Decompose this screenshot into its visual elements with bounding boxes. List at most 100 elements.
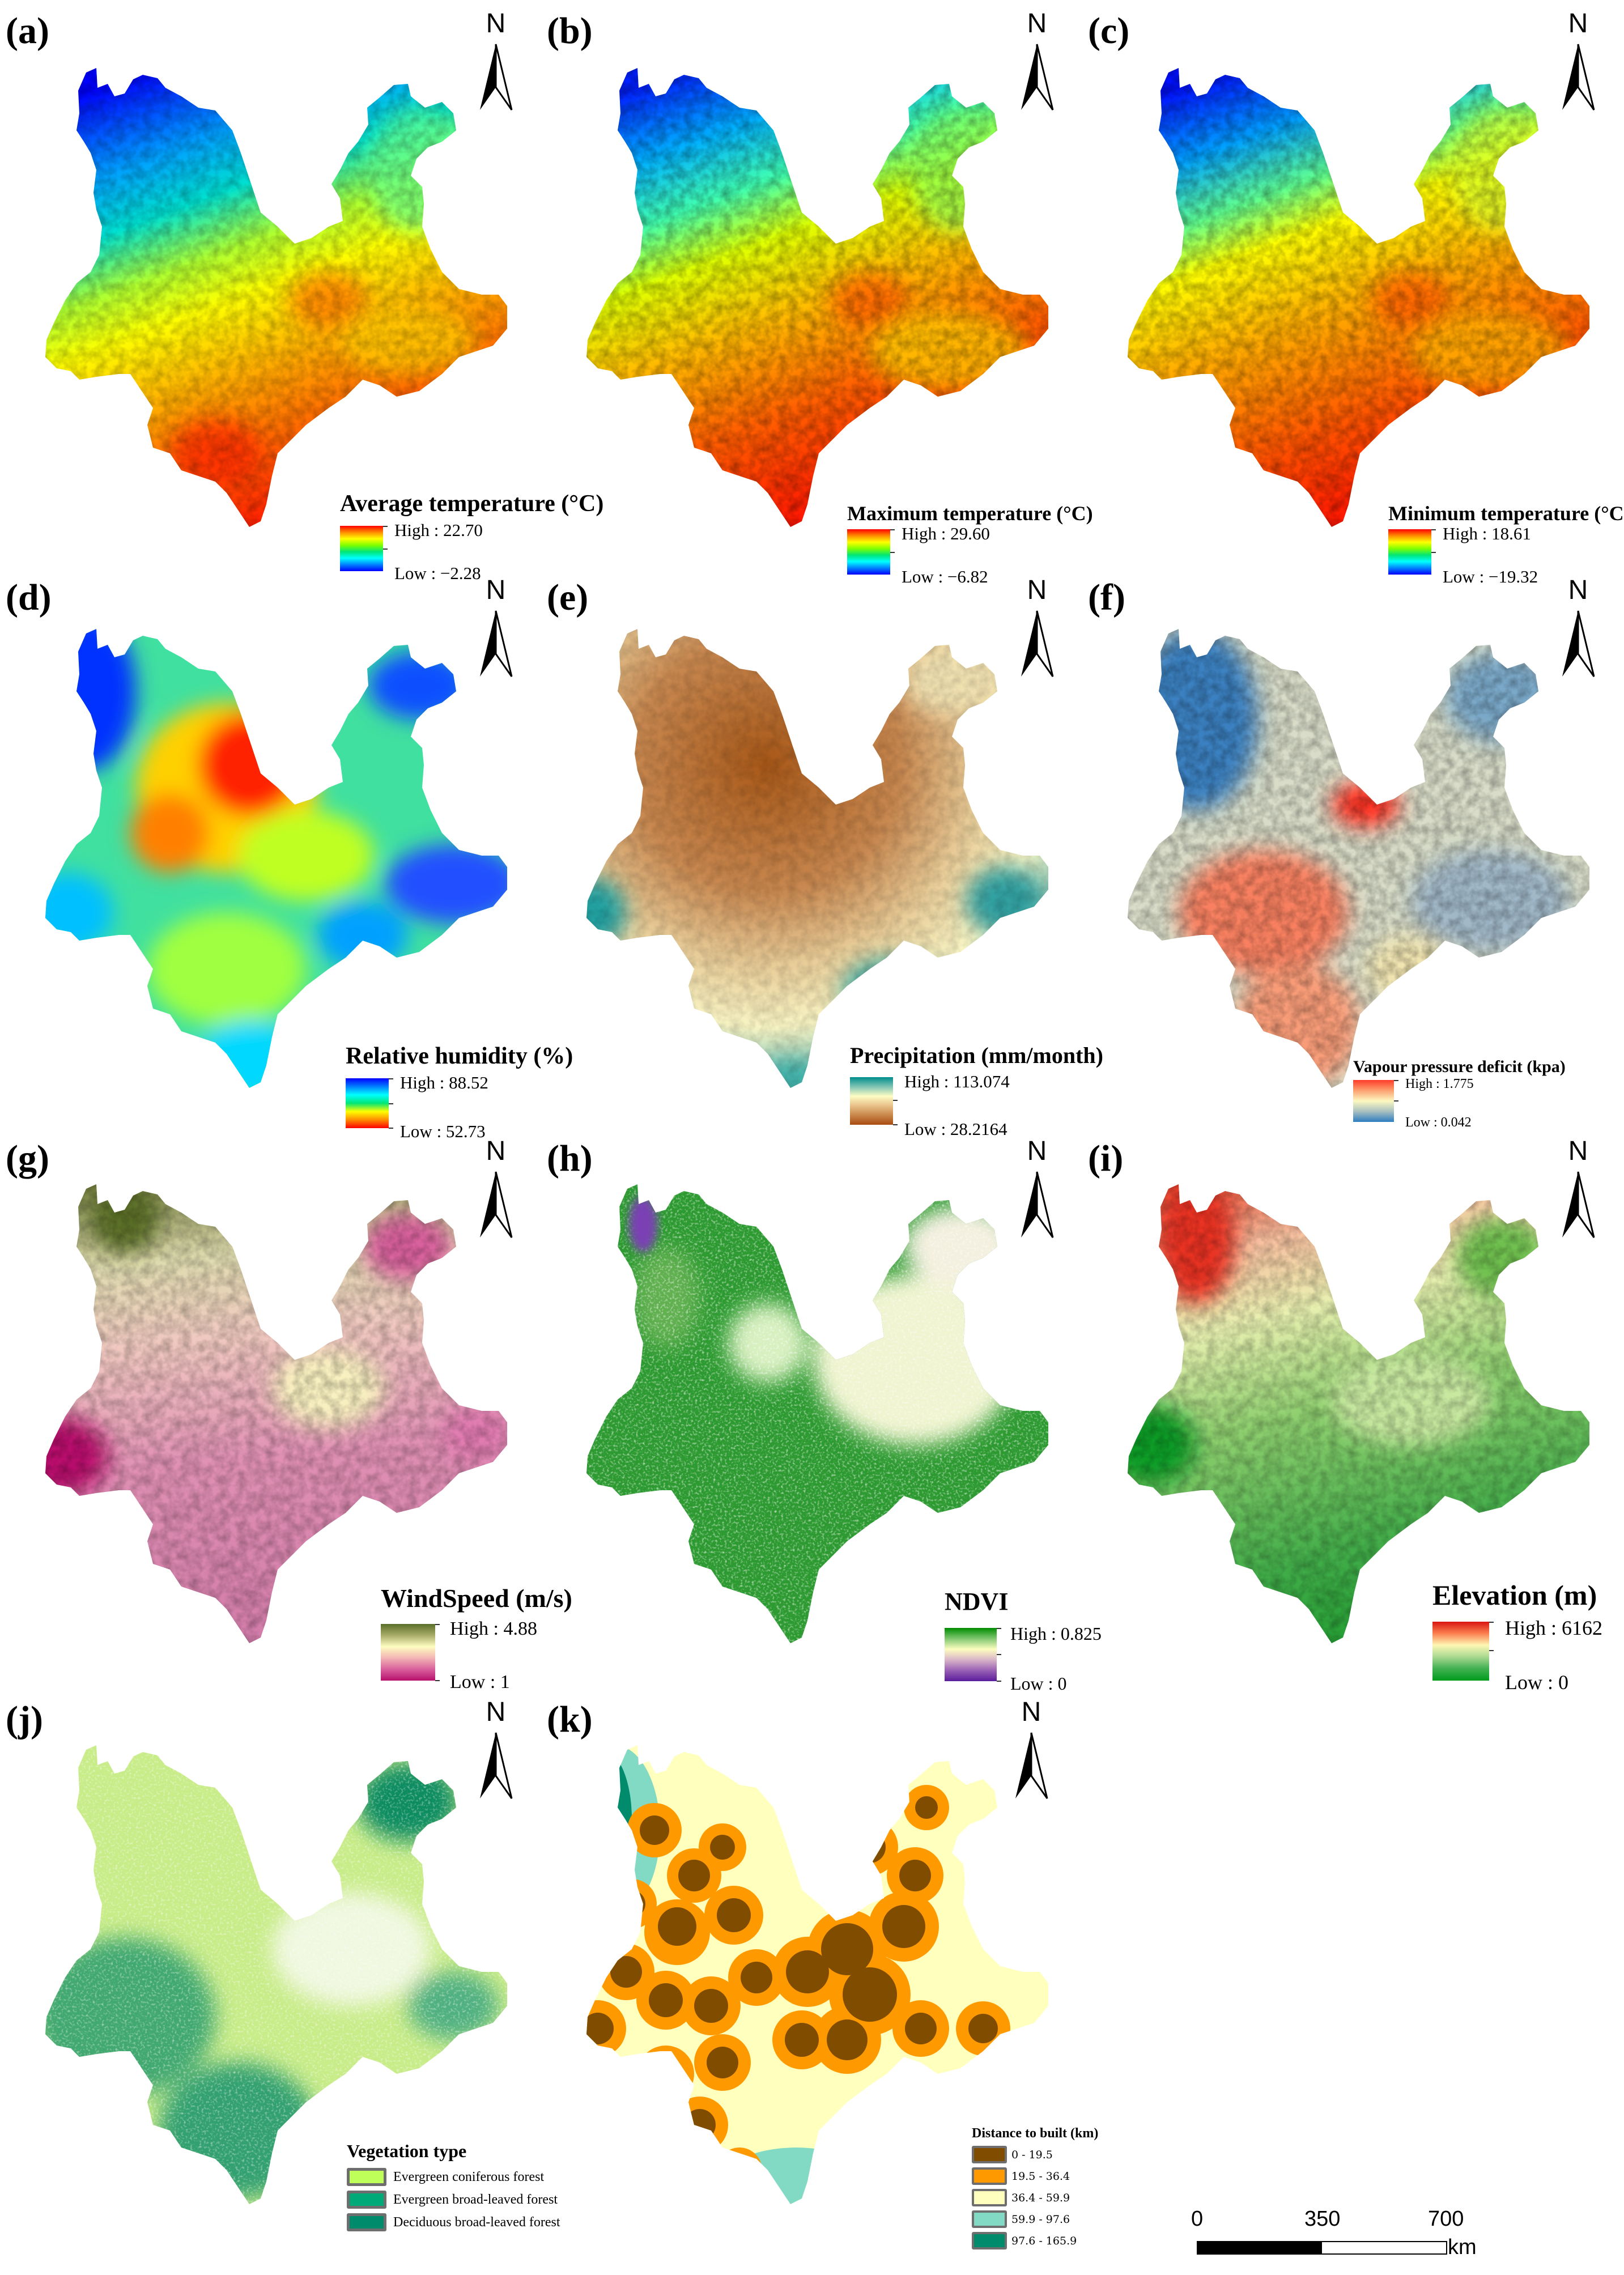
panel-ndvi: (h) N NDVI High : 0.825 Low : 0 (541, 1128, 1102, 1694)
north-letter: N (486, 1697, 506, 1727)
north-letter: N (1568, 575, 1588, 605)
legend-title: WindSpeed (m/s) (381, 1584, 572, 1613)
color-ramp (847, 529, 890, 575)
north-arrow-icon (1021, 610, 1054, 677)
north-arrow: N (1006, 1138, 1068, 1240)
legend-item: 59.9 - 97.6 (972, 2210, 1098, 2228)
north-arrow: N (1006, 577, 1068, 679)
legend-swatch (347, 2168, 386, 2186)
north-arrow: N (1547, 1138, 1609, 1240)
map-average-temperature (45, 68, 507, 527)
legend-relative-humidity: Relative humidity (%) High : 88.52 Low :… (346, 1043, 573, 1141)
panel-label: (c) (1088, 10, 1130, 52)
legend-vegetation-type: Vegetation type Evergreen coniferous for… (347, 2142, 560, 2231)
legend-high: High : 0.825 (1010, 1623, 1102, 1644)
legend-average-temperature: Average temperature (°C) High : 22.70 Lo… (340, 492, 603, 583)
panel-label: (f) (1088, 577, 1125, 618)
legend-high: High : 4.88 (450, 1618, 537, 1639)
legend-title: Minimum temperature (°C) (1388, 502, 1624, 525)
legend-item: 36.4 - 59.9 (972, 2189, 1098, 2206)
legend-item-label: 59.9 - 97.6 (1011, 2213, 1070, 2226)
legend-item: 97.6 - 165.9 (972, 2232, 1098, 2250)
panel-maximum-temperature: (b) N Maximum temperature (°C) High : 29… (541, 0, 1093, 587)
legend-low: Low : 0 (1010, 1673, 1067, 1694)
panel-wind-speed: (g) N WindSpeed (m/s) High : 4.88 Low : … (0, 1128, 572, 1693)
north-arrow: N (465, 577, 527, 679)
color-ramp (346, 1078, 389, 1128)
legend-item-label: Evergreen broad-leaved forest (393, 2192, 558, 2207)
legend-wind-speed: WindSpeed (m/s) High : 4.88 Low : 1 (381, 1584, 572, 1693)
north-arrow-icon (1562, 610, 1595, 677)
legend-title: Precipitation (mm/month) (850, 1043, 1103, 1068)
north-letter: N (1027, 8, 1047, 39)
map-maximum-temperature (586, 68, 1048, 527)
legend-item: 0 - 19.5 (972, 2146, 1098, 2163)
north-letter: N (486, 1136, 506, 1166)
legend-title: Vegetation type (347, 2141, 467, 2161)
north-arrow: N (465, 10, 527, 112)
panel-vegetation-type: (j) N Vegetation type Evergreen conifero… (0, 1689, 560, 2275)
panel-precipitation: (e) N Precipitation (mm/month) High : 11… (541, 567, 1103, 1139)
color-ramp (340, 526, 383, 571)
legend-item-label: 36.4 - 59.9 (1011, 2191, 1070, 2204)
north-letter: N (1568, 1136, 1588, 1166)
color-ramp (850, 1077, 893, 1125)
scale-tick-0: 0 (1191, 2207, 1204, 2231)
legend-high: High : 6162 (1505, 1617, 1603, 1639)
north-letter: N (486, 575, 506, 605)
legend-low: Low : 0.042 (1405, 1115, 1472, 1130)
legend-precipitation: Precipitation (mm/month) High : 113.074 … (850, 1043, 1103, 1139)
north-arrow-icon (1562, 1171, 1595, 1238)
panel-label: (b) (547, 10, 593, 52)
legend-swatch (347, 2213, 386, 2231)
map-distance-to-built (586, 1745, 1048, 2204)
panel-vapour-pressure-deficit: (f) N Vapour pressure deficit (kpa) High… (1082, 567, 1623, 1130)
legend-high: High : 29.60 (902, 524, 990, 543)
scale-tick-700: 700 (1428, 2207, 1464, 2231)
legend-high: High : 18.61 (1443, 524, 1531, 543)
legend-low: Low : 0 (1505, 1671, 1568, 1694)
legend-title: Distance to built (km) (972, 2126, 1099, 2141)
scale-bar-graphic (1197, 2241, 1447, 2255)
legend-maximum-temperature: Maximum temperature (°C) High : 29.60 Lo… (847, 503, 1093, 586)
north-letter: N (1021, 1697, 1041, 1727)
panel-average-temperature: (a) N Average temperature (°C) High : 22… (0, 0, 603, 584)
map-wind-speed (45, 1184, 507, 1643)
map-ndvi (586, 1184, 1048, 1643)
map-relative-humidity (45, 629, 507, 1088)
legend-vapour-pressure-deficit: Vapour pressure deficit (kpa) High : 1.7… (1353, 1058, 1566, 1137)
legend-item-label: 0 - 19.5 (1011, 2148, 1053, 2161)
legend-item: Evergreen coniferous forest (347, 2168, 560, 2186)
legend-title: Relative humidity (%) (346, 1043, 573, 1069)
color-ramp (945, 1628, 997, 1681)
legend-low: Low : 52.73 (400, 1121, 486, 1141)
legend-swatch (972, 2232, 1007, 2250)
scale-unit: km (1448, 2235, 1477, 2259)
legend-low: Low : −2.28 (394, 563, 481, 583)
color-ramp (1353, 1080, 1394, 1122)
legend-low: Low : −6.82 (902, 567, 988, 586)
north-arrow-icon (1015, 1732, 1048, 1799)
color-ramp (381, 1624, 435, 1681)
legend-title: Maximum temperature (°C) (847, 502, 1093, 525)
legend-high: High : 22.70 (394, 520, 483, 540)
legend-item: 19.5 - 36.4 (972, 2167, 1098, 2185)
legend-item: Evergreen broad-leaved forest (347, 2191, 560, 2209)
panel-elevation: (i) N Elevation (m) High : 6162 Low : 0 (1082, 1128, 1623, 1694)
legend-swatch (347, 2191, 386, 2209)
scale-bar: 0 350 700 km (1179, 2207, 1621, 2269)
legend-low: Low : 28.2164 (904, 1119, 1007, 1139)
north-letter: N (1027, 1136, 1047, 1166)
north-arrow-icon (1562, 44, 1595, 110)
north-letter: N (486, 8, 506, 39)
north-arrow-icon (480, 610, 513, 677)
legend-item-label: Evergreen coniferous forest (393, 2169, 545, 2184)
north-letter: N (1027, 575, 1047, 605)
legend-elevation: Elevation (m) High : 6162 Low : 0 (1432, 1581, 1602, 1694)
map-precipitation (586, 629, 1048, 1088)
legend-title: NDVI (945, 1588, 1009, 1615)
panel-label: (d) (6, 577, 52, 618)
north-arrow: N (1547, 577, 1609, 679)
legend-swatch (972, 2167, 1007, 2185)
legend-distance-to-built: Distance to built (km) 0 - 19.5 19.5 - 3… (972, 2127, 1098, 2250)
